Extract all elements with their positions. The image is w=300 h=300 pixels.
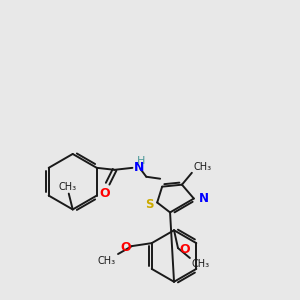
Text: O: O (99, 187, 110, 200)
Text: CH₃: CH₃ (98, 256, 116, 266)
Text: S: S (145, 198, 153, 211)
Text: N: N (134, 161, 144, 174)
Text: CH₃: CH₃ (194, 162, 212, 172)
Text: O: O (179, 243, 190, 256)
Text: H: H (137, 156, 146, 166)
Text: CH₃: CH₃ (59, 182, 77, 192)
Text: N: N (199, 192, 209, 205)
Text: O: O (120, 241, 131, 254)
Text: CH₃: CH₃ (192, 259, 210, 269)
